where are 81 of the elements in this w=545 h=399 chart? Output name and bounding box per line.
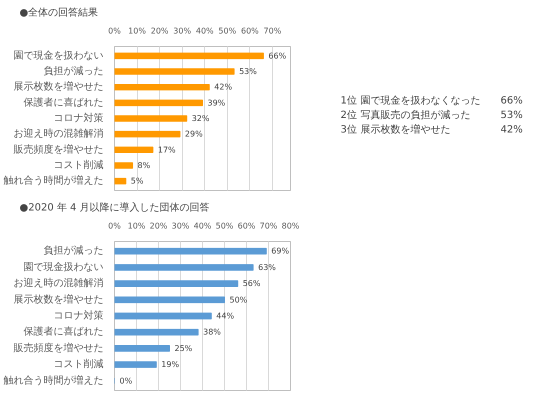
x-tick-label: 10%	[128, 222, 146, 230]
bar	[114, 345, 170, 352]
y-tick-label: コロナ対策	[54, 310, 104, 322]
y-tick-label: 負担が減った	[44, 244, 104, 257]
data-label: 29%	[184, 130, 204, 139]
data-label: 5%	[130, 176, 144, 186]
text: 2位	[340, 109, 357, 122]
bar	[114, 100, 203, 106]
data-label: 0%	[120, 376, 133, 386]
text: 園で現金を扱わなくなった	[360, 94, 480, 107]
y-tick-label: 触れ合う時間が増えた	[4, 174, 104, 187]
y-tick-label: お迎え時の混雑解消	[14, 128, 104, 140]
bar	[114, 178, 126, 184]
x-tick-label: 50%	[216, 222, 234, 230]
x-tick-label: 20%	[150, 222, 168, 230]
data-label: 63%	[258, 262, 276, 272]
y-tick-label: 展示枚数を増やせた	[14, 293, 104, 306]
bar	[114, 84, 210, 90]
bar	[114, 52, 264, 60]
y-tick-label: 保護者に喜ばれた	[24, 96, 104, 108]
bar	[114, 296, 225, 304]
y-tick-label: 展示枚数を増やせた	[14, 80, 104, 93]
y-tick-label: コロナ対策	[54, 112, 104, 124]
data-label: 50%	[230, 295, 248, 304]
text: 42%	[500, 124, 523, 136]
data-label: 25%	[174, 344, 193, 353]
x-tick-label: 30%	[172, 222, 190, 230]
data-label: 44%	[216, 312, 234, 320]
data-label: 66%	[268, 51, 287, 60]
y-tick-label: 園で現金扱わない	[24, 260, 104, 273]
x-tick-label: 50%	[218, 26, 237, 36]
bar	[114, 115, 188, 122]
chart-title: ●2020 年 4 月以降に導入した団体の回答	[20, 202, 210, 214]
x-tick-label: 0%	[108, 26, 122, 36]
x-tick-label: 40%	[194, 222, 212, 230]
x-tick-label: 20%	[150, 26, 169, 36]
chart-title: ●全体の回答結果	[20, 6, 98, 18]
bar	[114, 361, 157, 368]
bar	[114, 130, 180, 138]
x-tick-label: 30%	[173, 26, 192, 36]
y-tick-label: お迎え時の混雑解消	[14, 277, 104, 290]
bar	[114, 328, 199, 336]
data-label: 42%	[214, 82, 232, 92]
x-tick-label: 60%	[238, 222, 256, 230]
y-tick-label: 販売頻度を増やせた	[14, 143, 104, 156]
x-tick-label: 0%	[108, 222, 122, 230]
data-label: 19%	[161, 360, 180, 370]
text: 写真販売の負担が減った	[360, 109, 470, 122]
bar	[114, 264, 254, 271]
data-label: 38%	[203, 328, 222, 337]
text: 展示枚数を増やせた	[360, 124, 450, 136]
data-label: 17%	[158, 145, 176, 154]
y-tick-label: 負担が減った	[44, 65, 104, 78]
data-label: 8%	[138, 160, 151, 170]
data-label: 56%	[242, 279, 261, 288]
y-tick-label: 保護者に喜ばれた	[24, 326, 104, 338]
y-tick-label: コスト削減	[54, 158, 104, 171]
x-tick-label: 40%	[196, 26, 214, 36]
text: 1位	[340, 94, 357, 107]
text: 53%	[500, 110, 523, 122]
x-tick-label: 10%	[128, 26, 146, 36]
y-tick-label: 触れ合う時間が増えた	[4, 374, 104, 386]
bar	[114, 146, 154, 154]
data-label: 69%	[271, 246, 290, 256]
y-tick-label: 園で現金を扱わない	[14, 49, 104, 62]
bar	[114, 68, 235, 75]
x-tick-label: 80%	[282, 222, 300, 230]
bar	[114, 312, 212, 320]
text: 3位	[340, 124, 357, 136]
x-tick-label: 70%	[264, 26, 282, 36]
data-label: 53%	[239, 67, 258, 76]
y-tick-label: コスト削減	[54, 358, 104, 370]
text: 66%	[500, 96, 523, 107]
bar	[114, 162, 134, 169]
x-tick-label: 60%	[240, 26, 260, 36]
y-tick-label: 販売頻度を増やせた	[14, 342, 104, 354]
data-label: 39%	[208, 98, 226, 108]
bar	[114, 248, 267, 255]
data-label: 32%	[192, 114, 210, 123]
x-tick-label: 70%	[260, 222, 278, 230]
bar	[114, 280, 238, 287]
